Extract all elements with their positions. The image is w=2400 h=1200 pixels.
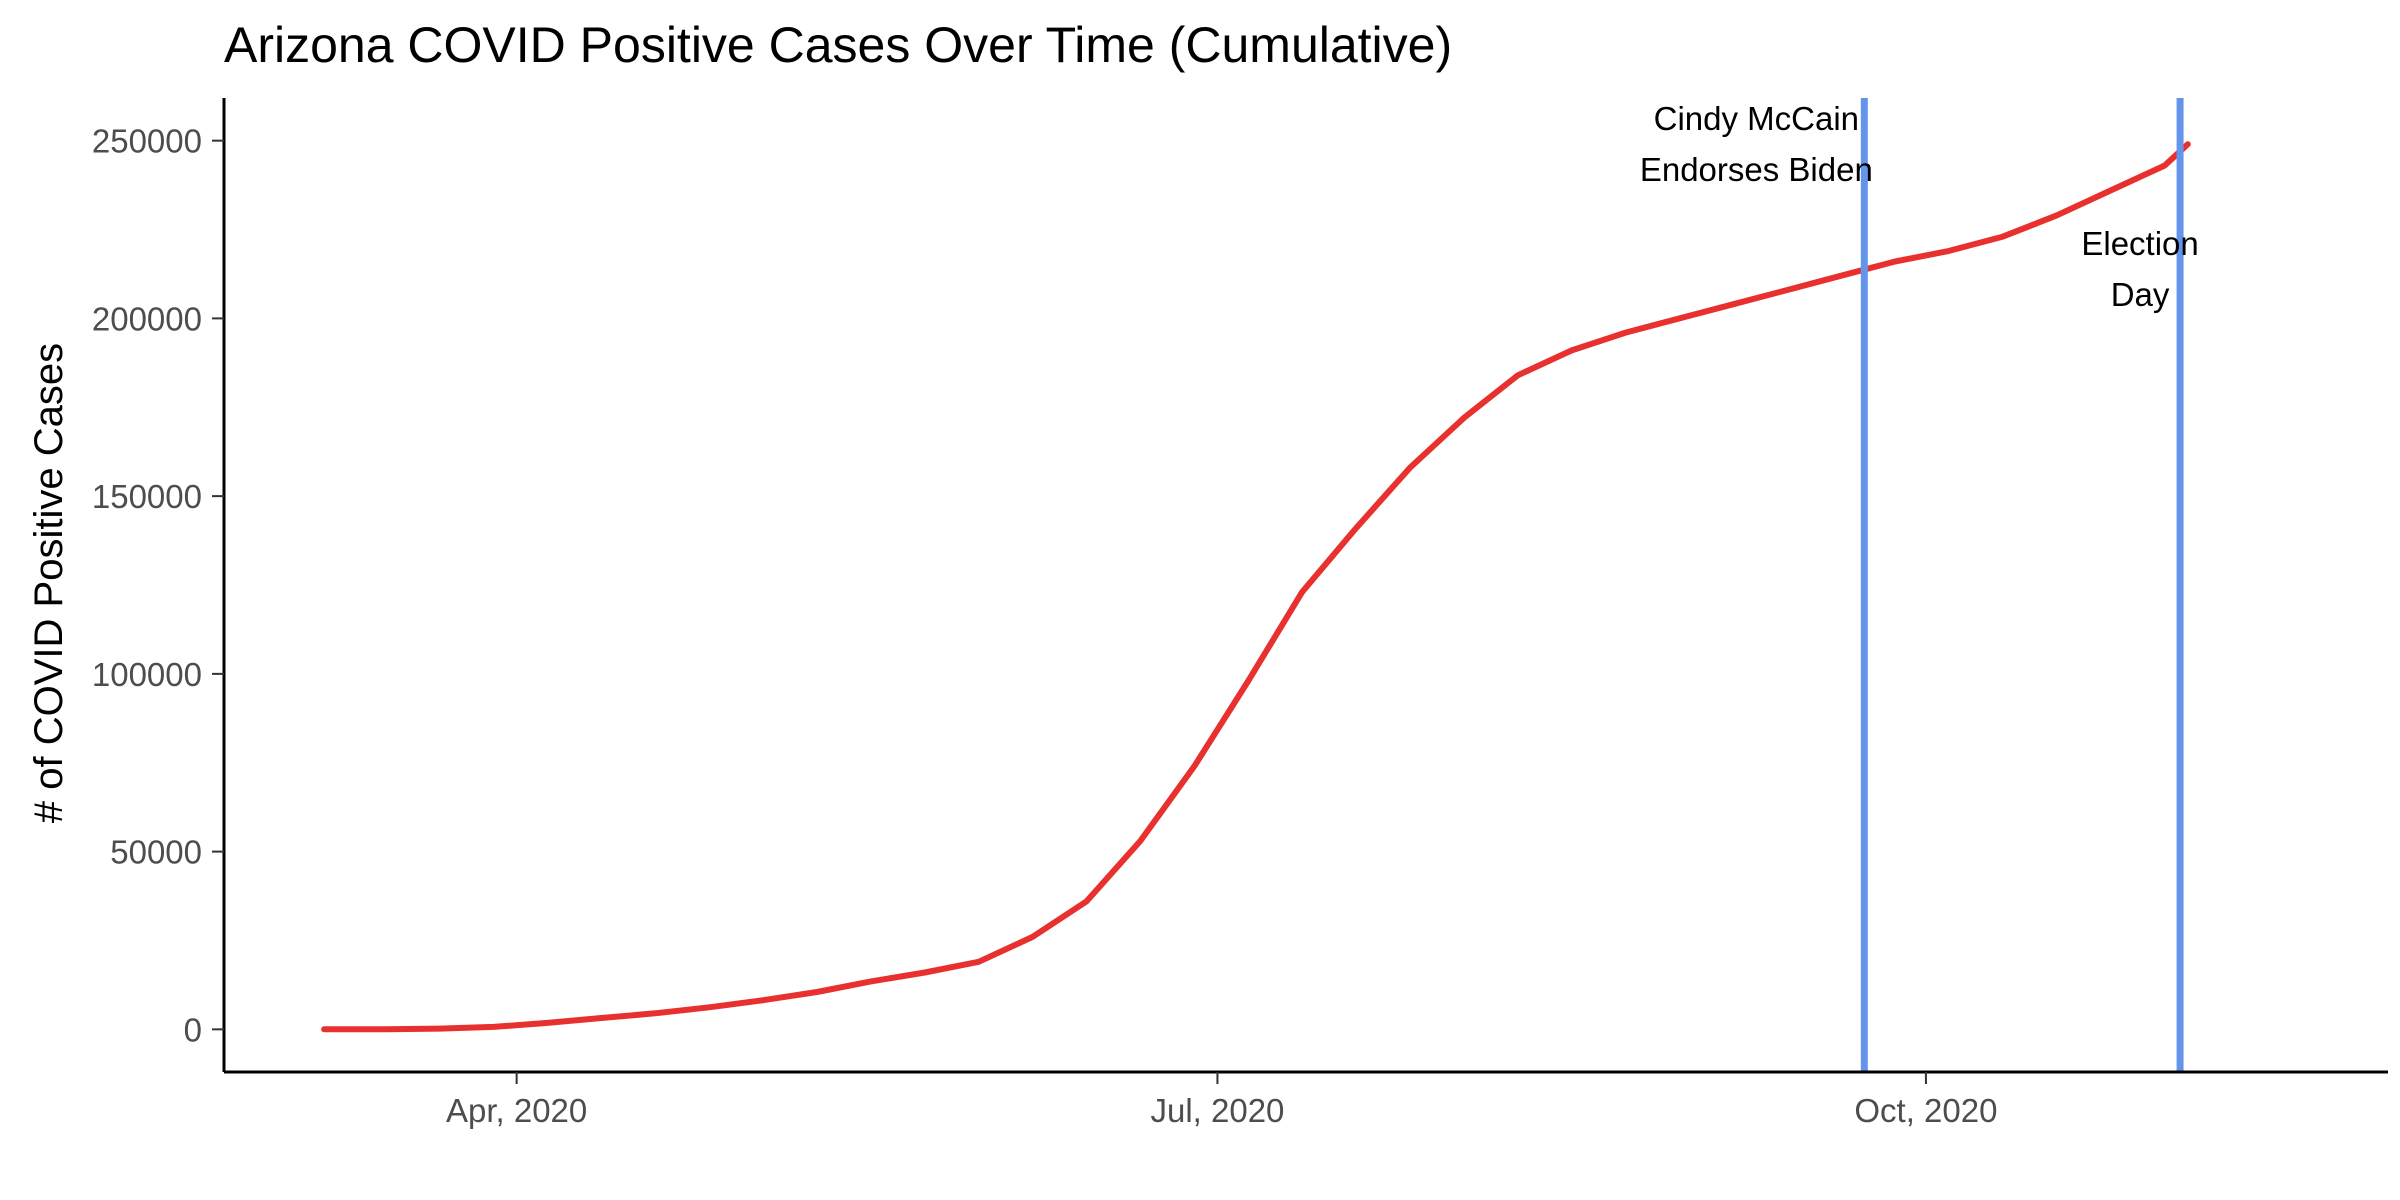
y-tick-label-0: 0 [184,1011,202,1048]
x-tick-label-2: Oct, 2020 [1854,1092,1997,1129]
y-tick-label-4: 200000 [92,300,202,337]
plot-area: Cindy McCain Endorses Biden Election Day [321,98,2199,1072]
series-line-0 [321,141,2191,1033]
y-tick-label-3: 150000 [92,478,202,515]
y-tick-label-1: 50000 [110,834,202,871]
event-annotation-0-line-1: Endorses Biden [1640,151,1873,188]
x-tick-label-1: Jul, 2020 [1150,1092,1284,1129]
chart-title: Arizona COVID Positive Cases Over Time (… [224,17,1452,73]
y-tick-label-2: 100000 [92,656,202,693]
y-axis-ticks: 0 50000 100000 150000 200000 250000 [92,123,224,1048]
event-annotation-1-line-1: Day [2111,276,2170,313]
x-tick-label-0: Apr, 2020 [446,1092,587,1129]
y-tick-label-5: 250000 [92,123,202,160]
event-annotation-1-line-0: Election [2081,225,2198,262]
y-axis-label: # of COVID Positive Cases [27,343,71,823]
x-axis-ticks: Apr, 2020 Jul, 2020 Oct, 2020 [446,1072,1997,1129]
event-annotation-0-line-0: Cindy McCain [1654,100,1859,137]
